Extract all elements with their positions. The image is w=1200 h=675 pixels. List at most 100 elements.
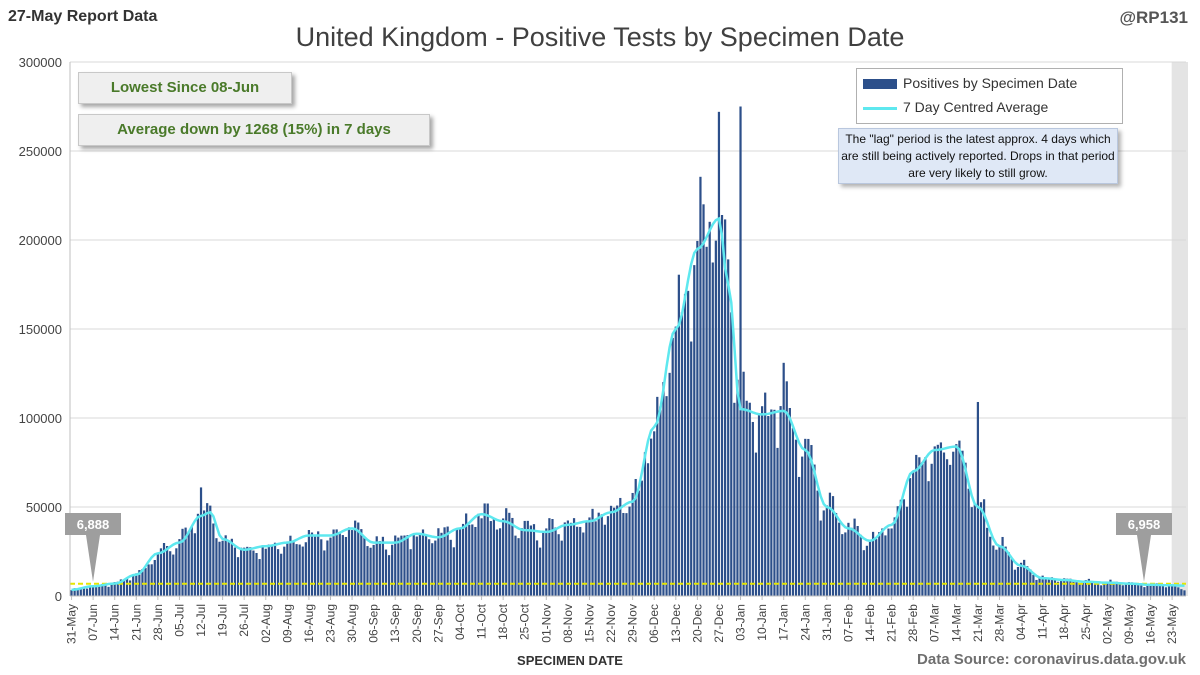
bar <box>369 547 372 596</box>
bar <box>529 525 532 596</box>
bar <box>656 396 659 596</box>
bar <box>122 579 126 596</box>
bar <box>418 532 422 596</box>
bar <box>1010 558 1013 596</box>
bar <box>1183 590 1186 596</box>
bar <box>563 522 566 596</box>
bar <box>850 527 853 596</box>
bar <box>523 520 526 596</box>
bar <box>557 534 560 596</box>
bar <box>982 499 986 596</box>
chart-title: United Kingdom - Positive Tests by Speci… <box>295 22 905 52</box>
x-tick-label: 14-Mar <box>949 604 963 642</box>
bar <box>391 544 394 596</box>
x-tick-label: 09-Aug <box>280 604 294 643</box>
bar <box>455 528 459 596</box>
bar <box>261 545 264 596</box>
bar <box>82 588 85 596</box>
bar <box>1066 578 1069 596</box>
bar <box>936 444 939 596</box>
bar <box>816 490 819 596</box>
bar <box>841 534 844 596</box>
bar <box>973 503 976 596</box>
bar <box>289 535 292 596</box>
bar <box>1177 587 1180 596</box>
bar <box>1118 583 1121 596</box>
bar <box>486 503 489 596</box>
x-tick-label: 13-Sep <box>388 604 402 643</box>
bar <box>569 522 573 596</box>
bar <box>915 454 918 596</box>
x-tick-label: 21-Feb <box>885 604 899 642</box>
bar <box>1106 582 1109 596</box>
y-tick-label: 150000 <box>19 322 62 337</box>
end-value-marker-label: 6,958 <box>1128 517 1161 532</box>
bar <box>184 527 187 596</box>
bar <box>428 539 431 596</box>
legend-bar-swatch <box>863 79 897 90</box>
bar <box>495 529 499 596</box>
bar <box>381 536 385 596</box>
bar <box>215 538 218 596</box>
bar <box>88 586 92 596</box>
bar <box>517 538 520 596</box>
bar <box>585 520 588 596</box>
bar <box>834 512 838 596</box>
bar <box>246 546 249 596</box>
bar <box>887 528 890 596</box>
bar <box>825 505 828 596</box>
bar <box>791 428 795 596</box>
x-tick-label: 16-May <box>1144 604 1158 644</box>
bar <box>967 488 970 596</box>
bar <box>301 546 304 596</box>
bar <box>1149 583 1152 596</box>
bar <box>243 547 246 596</box>
bar <box>714 240 717 597</box>
bar <box>394 535 397 596</box>
bar <box>813 464 816 596</box>
bar <box>150 564 153 596</box>
bar <box>431 543 434 596</box>
x-tick-label: 19-Jul <box>216 604 230 637</box>
bar <box>101 583 104 596</box>
bar <box>317 531 320 596</box>
bar <box>767 415 770 596</box>
bar <box>239 547 243 596</box>
bar <box>273 542 277 596</box>
bar <box>736 379 739 596</box>
bar <box>258 559 261 596</box>
x-tick-label: 12-Jul <box>194 604 208 637</box>
x-tick-label: 17-Jan <box>777 604 791 641</box>
bar <box>1093 581 1097 596</box>
bar <box>162 543 166 596</box>
bar <box>952 451 955 596</box>
x-tick-label: 27-Dec <box>712 604 726 643</box>
y-tick-label: 100000 <box>19 411 62 426</box>
x-tick-label: 13-Dec <box>669 604 683 643</box>
x-tick-label: 29-Nov <box>626 604 640 643</box>
legend-item-bars: Positives by Specimen Date <box>863 75 1077 91</box>
bar <box>477 513 480 596</box>
bar <box>579 526 582 596</box>
bar <box>304 542 307 596</box>
bar <box>119 579 122 596</box>
bar <box>782 362 785 596</box>
bar <box>310 532 314 596</box>
bar <box>628 506 631 596</box>
bar <box>461 523 465 596</box>
bar <box>384 549 388 596</box>
callout-average-change: Average down by 1268 (15%) in 7 days <box>78 114 430 146</box>
x-tick-label: 04-Oct <box>453 603 467 640</box>
bar <box>1044 577 1047 596</box>
x-tick-label: 23-Aug <box>324 604 338 643</box>
x-tick-label: 07-Feb <box>841 604 855 642</box>
y-tick-label: 0 <box>55 589 62 604</box>
bar <box>659 406 662 596</box>
x-tick-label: 14-Feb <box>863 604 877 642</box>
bar <box>357 522 360 596</box>
bar <box>899 499 902 596</box>
bar <box>859 534 862 596</box>
bar <box>326 540 329 596</box>
bar <box>363 537 366 596</box>
bar <box>224 535 227 596</box>
